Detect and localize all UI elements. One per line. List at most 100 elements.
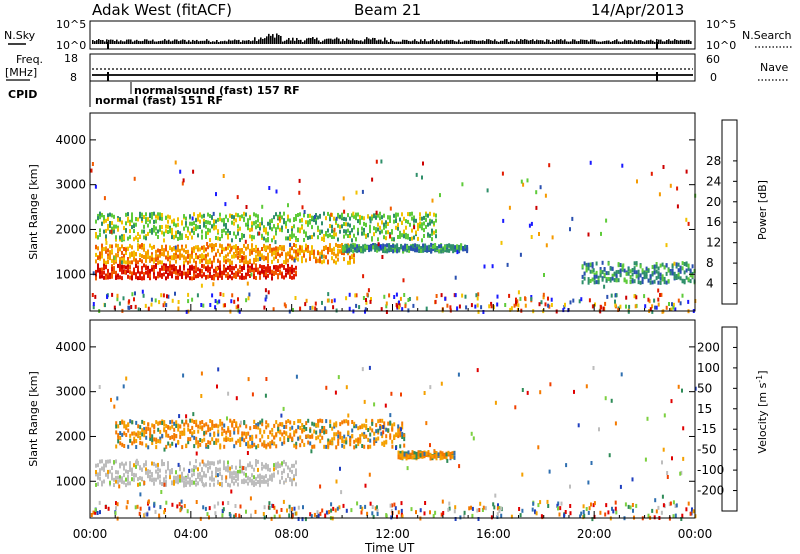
heatmap-cell	[109, 275, 111, 280]
heatmap-cell	[559, 506, 562, 511]
heatmap-cell	[137, 430, 140, 435]
heatmap-cell	[251, 441, 254, 445]
nsky-bar	[388, 41, 390, 44]
heatmap-cell	[197, 429, 200, 434]
heatmap-cell	[263, 228, 265, 233]
heatmap-cell	[313, 444, 316, 449]
heatmap-cell	[141, 216, 143, 221]
heatmap-cell	[201, 425, 204, 430]
heatmap-cell	[197, 444, 200, 449]
heatmap-cell	[203, 272, 205, 277]
heatmap-cell	[133, 257, 135, 262]
heatmap-cell	[685, 507, 688, 512]
heatmap-cell	[133, 229, 135, 233]
velocity-colorbar-label-main: Velocity [m s	[756, 382, 769, 453]
heatmap-cell	[283, 275, 285, 280]
heatmap-cell	[205, 430, 208, 435]
heatmap-cell	[277, 427, 280, 432]
heatmap-cell	[165, 303, 168, 308]
heatmap-cell	[259, 473, 261, 478]
heatmap-cell	[305, 427, 308, 431]
heatmap-cell	[317, 251, 319, 256]
heatmap-cell	[163, 252, 165, 257]
heatmap-cell	[233, 231, 235, 236]
heatmap-cell	[167, 274, 169, 279]
heatmap-cell	[273, 441, 276, 446]
heatmap-cell	[121, 220, 123, 225]
heatmap-cell	[655, 269, 658, 274]
heatmap-cell	[259, 430, 262, 435]
heatmap-cell	[344, 243, 347, 248]
heatmap-cell	[245, 298, 248, 303]
nsky-bar	[292, 37, 294, 44]
heatmap-cell	[279, 480, 281, 485]
heatmap-cell	[373, 402, 376, 407]
heatmap-cell	[229, 213, 231, 218]
x-tick-label: 12:00	[375, 527, 410, 541]
heatmap-cell	[316, 510, 319, 515]
heatmap-cell	[647, 513, 650, 518]
heatmap-cell	[682, 426, 685, 431]
heatmap-cell	[92, 271, 95, 276]
heatmap-cell	[633, 266, 636, 271]
heatmap-cell	[657, 274, 660, 279]
heatmap-cell	[264, 393, 267, 398]
heatmap-cell	[197, 472, 199, 477]
nsky-bar	[440, 39, 442, 44]
heatmap-cell	[293, 258, 296, 263]
heatmap-cell	[281, 422, 284, 427]
heatmap-cell	[187, 273, 189, 278]
heatmap-cell	[139, 476, 141, 481]
heatmap-cell	[350, 244, 353, 249]
heatmap-cell	[141, 428, 144, 433]
heatmap-cell	[605, 218, 608, 223]
heatmap-cell	[209, 214, 211, 218]
heatmap-cell	[101, 251, 103, 256]
heatmap-cell	[436, 246, 439, 250]
heatmap-cell	[147, 274, 149, 278]
heatmap-cell	[95, 482, 97, 487]
heatmap-cell	[131, 420, 134, 425]
heatmap-cell	[314, 301, 317, 306]
heatmap-cell	[129, 219, 131, 224]
nsky-bar	[246, 40, 248, 44]
heatmap-cell	[149, 268, 151, 273]
nsky-bar	[258, 39, 260, 44]
heatmap-cell	[177, 300, 180, 304]
heatmap-cell	[285, 236, 287, 241]
heatmap-cell	[277, 265, 279, 270]
heatmap-cell	[378, 247, 381, 252]
heatmap-cell	[537, 445, 540, 450]
heatmap-cell	[97, 265, 99, 270]
heatmap-cell	[241, 235, 243, 240]
heatmap-cell	[539, 390, 542, 395]
heatmap-cell	[285, 272, 287, 277]
heatmap-cell	[662, 447, 665, 452]
heatmap-cell	[513, 303, 516, 308]
heatmap-cell	[188, 468, 191, 473]
heatmap-cell	[291, 231, 293, 236]
heatmap-cell	[133, 254, 135, 259]
nsky-bar	[302, 41, 304, 44]
heatmap-cell	[392, 246, 395, 251]
heatmap-cell	[191, 250, 193, 255]
heatmap-cell	[146, 512, 149, 517]
heatmap-cell	[225, 225, 227, 230]
heatmap-cell	[123, 264, 125, 269]
nsky-bar	[226, 41, 228, 44]
heatmap-cell	[209, 482, 211, 487]
heatmap-cell	[287, 229, 289, 233]
heatmap-cell	[335, 232, 337, 237]
heatmap-cell	[231, 214, 233, 219]
heatmap-cell	[381, 441, 384, 446]
heatmap-cell	[373, 437, 376, 442]
heatmap-cell	[440, 512, 443, 517]
heatmap-cell	[107, 273, 109, 277]
heatmap-cell	[235, 478, 237, 483]
heatmap-cell	[298, 190, 301, 195]
heatmap-cell	[222, 174, 225, 178]
heatmap-cell	[438, 249, 441, 254]
heatmap-cell	[298, 178, 301, 183]
heatmap-cell	[271, 432, 274, 437]
heatmap-cell	[111, 258, 113, 263]
